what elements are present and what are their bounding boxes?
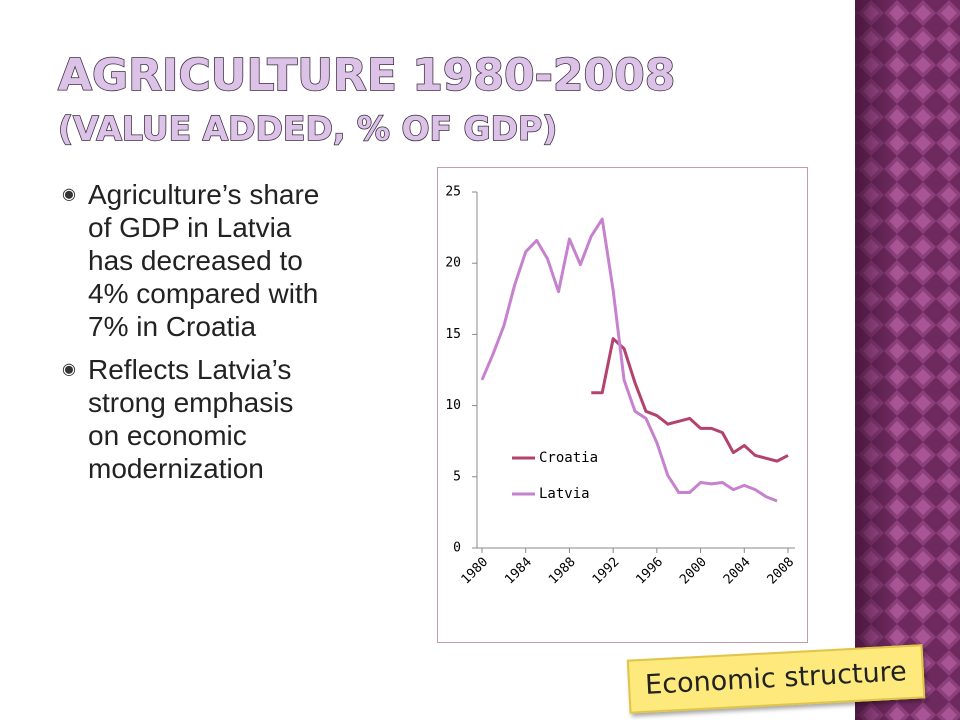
series-line [591, 337, 789, 463]
bullet-line: Reflects Latvia’s [88, 354, 292, 385]
chart-frame [437, 167, 808, 643]
bullet-line: 4% compared with [88, 278, 319, 309]
bullet-line: has decreased to [88, 245, 303, 276]
series-line [480, 217, 778, 503]
y-tick-label: 10 [445, 398, 461, 413]
bullet-line: of GDP in Latvia [88, 212, 292, 243]
title-line: AGRICULTURE 1980-2008 [58, 50, 675, 101]
legend-label: Latvia [539, 486, 590, 502]
side-shade [855, 0, 895, 720]
bullet-line: on economic [88, 420, 247, 451]
y-tick-label: 0 [453, 541, 461, 556]
bullet-line: Agriculture’s share [88, 179, 320, 210]
y-tick-label: 25 [445, 185, 461, 200]
y-tick-label: 5 [453, 469, 461, 484]
bullet-line: 7% in Croatia [88, 311, 257, 342]
legend-label: Croatia [539, 450, 598, 466]
y-tick-label: 20 [445, 256, 461, 271]
bullet-line: modernization [88, 453, 264, 484]
title-line: (VALUE ADDED, % OF GDP) [58, 109, 557, 148]
bullet-line: strong emphasis [88, 387, 294, 418]
y-tick-label: 15 [445, 327, 461, 342]
